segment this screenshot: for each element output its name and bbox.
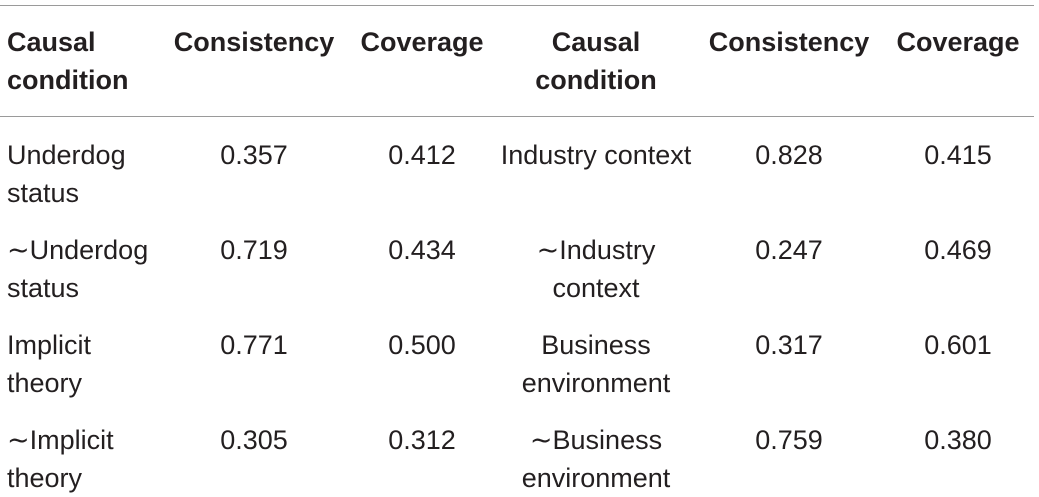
- table-row: Implicit theory 0.771 0.500 Business env…: [0, 307, 1034, 402]
- table-row: ∼Underdog status 0.719 0.434 ∼Industry c…: [0, 212, 1034, 307]
- cell-consistency-right: 0.317: [755, 330, 823, 360]
- header-row: Causal condition Consistency Coverage Ca…: [0, 0, 1034, 117]
- table-row: ∼Implicit theory 0.305 0.312 ∼Business e…: [0, 402, 1034, 497]
- table-row: Underdog status 0.357 0.412 Industry con…: [0, 117, 1034, 212]
- cell-coverage-left: 0.500: [388, 330, 456, 360]
- header-coverage-1: Coverage: [360, 27, 484, 57]
- cell-consistency-right: 0.247: [755, 235, 823, 265]
- cell-consistency-left: 0.719: [220, 235, 288, 265]
- cell-coverage-right: 0.469: [924, 235, 992, 265]
- header-coverage-2: Coverage: [896, 27, 1020, 57]
- header-consistency-2: Consistency: [708, 27, 870, 57]
- cell-consistency-right: 0.759: [755, 425, 823, 455]
- cell-consistency-left: 0.771: [220, 330, 288, 360]
- cell-coverage-left: 0.312: [388, 425, 456, 455]
- cell-condition-left: ∼Implicit theory: [7, 425, 114, 493]
- cell-coverage-right: 0.601: [924, 330, 992, 360]
- header-causal-condition-2: Causal condition: [535, 27, 657, 95]
- cell-condition-right: Business environment: [521, 330, 671, 398]
- cell-coverage-right: 0.415: [924, 140, 992, 170]
- header-rule: [0, 116, 1034, 117]
- cell-condition-left: Implicit theory: [7, 330, 92, 398]
- cell-coverage-left: 0.434: [388, 235, 456, 265]
- cell-condition-right: Industry context: [500, 140, 692, 170]
- cell-condition-left: Underdog status: [7, 140, 126, 208]
- header-causal-condition-1: Causal condition: [7, 27, 129, 95]
- cell-coverage-left: 0.412: [388, 140, 456, 170]
- cell-coverage-right: 0.380: [924, 425, 992, 455]
- cell-condition-right: ∼Business environment: [521, 425, 671, 493]
- cell-consistency-left: 0.357: [220, 140, 288, 170]
- cell-condition-left: ∼Underdog status: [7, 235, 149, 303]
- cell-consistency-left: 0.305: [220, 425, 288, 455]
- top-rule: [0, 5, 1034, 6]
- cell-consistency-right: 0.828: [755, 140, 823, 170]
- header-consistency-1: Consistency: [173, 27, 335, 57]
- cell-condition-right: ∼Industry context: [536, 235, 656, 303]
- data-table-container: Causal condition Consistency Coverage Ca…: [0, 5, 1034, 493]
